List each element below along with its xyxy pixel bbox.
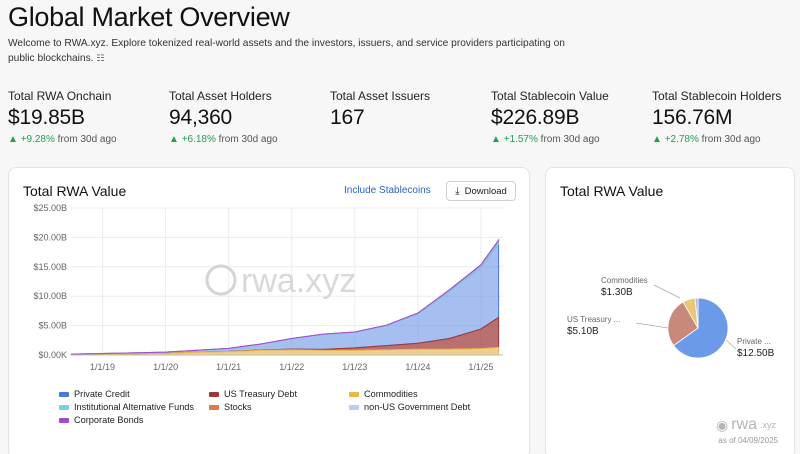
x-tick-label: 1/1/22	[279, 362, 304, 372]
rwa-logo: ◉ rwa .xyz	[716, 416, 776, 434]
legend-label: non-US Government Debt	[364, 402, 471, 412]
legend-swatch	[59, 391, 69, 397]
stat-change: ▲ +9.28% from 30d ago	[8, 134, 117, 145]
stat-change-value: +9.28%	[20, 134, 55, 145]
as-of-date: as of 04/09/2025	[718, 436, 778, 445]
rwa-value-pie-card: Total RWA Value Commodities $1.30B US Tr…	[545, 167, 795, 454]
watermark: rwa.xyz	[241, 262, 356, 300]
stat-change: ▲ +2.78% from 30d ago	[652, 134, 781, 145]
x-tick-label: 1/1/23	[342, 362, 367, 372]
pie-label-commodities: Commodities	[601, 276, 648, 285]
legend-swatch	[349, 391, 359, 397]
stat-change-period: from 30d ago	[218, 134, 278, 145]
stat-change-period: from 30d ago	[540, 134, 600, 145]
stat-total-rwa: Total RWA Onchain $19.85B ▲ +9.28% from …	[8, 89, 117, 145]
legend-item[interactable]: Stocks	[209, 402, 252, 412]
legend-item[interactable]: US Treasury Debt	[209, 389, 297, 399]
stat-change: ▲ +1.57% from 30d ago	[491, 134, 609, 145]
y-tick-label: $15.00B	[33, 262, 67, 272]
rwa-logo-text: rwa	[731, 416, 757, 433]
pie-leader-line	[653, 284, 681, 299]
stat-value: 156.76M	[652, 106, 733, 129]
pie-label-treasury: US Treasury ...	[567, 315, 621, 324]
rwa-value-chart-card: Total RWA Value Include Stablecoins ⤓ Do…	[8, 167, 530, 454]
y-tick-label: $20.00B	[33, 232, 67, 242]
legend-swatch	[59, 417, 69, 423]
x-tick-label: 1/1/19	[90, 362, 115, 372]
download-button[interactable]: ⤓ Download	[446, 181, 516, 201]
stat-change-period: from 30d ago	[57, 134, 117, 145]
legend-label: Commodities	[364, 389, 418, 399]
x-tick-label: 1/1/24	[405, 362, 430, 372]
download-button-label: Download	[464, 185, 507, 197]
stat-stablecoin-value: Total Stablecoin Value $226.89B ▲ +1.57%…	[491, 89, 609, 145]
legend-item[interactable]: non-US Government Debt	[349, 402, 470, 412]
pie-value-private: $12.50B	[737, 348, 775, 359]
area-chart[interactable]: $0.00K $5.00B $10.00B $15.00B $20.00B $25.00B…	[9, 168, 531, 388]
stat-value: $19.85B	[8, 106, 85, 129]
x-tick-label: 1/1/25	[468, 362, 493, 372]
stat-label: Total Stablecoin Holders	[652, 89, 782, 103]
pie-label-private: Private ...	[737, 337, 771, 346]
rwa-logo-icon: ◉	[715, 416, 729, 433]
y-tick-label: $25.00B	[33, 203, 67, 213]
stat-change-value: +6.18%	[181, 134, 216, 145]
stat-change: ▲ +6.18% from 30d ago	[169, 134, 278, 145]
intro-text: Welcome to RWA.xyz. Explore tokenized re…	[8, 37, 568, 66]
pie-leader-line	[725, 339, 737, 350]
stat-value: 167	[330, 106, 365, 129]
y-tick-label: $0.00K	[38, 350, 67, 360]
stat-change-value: +2.78%	[664, 134, 699, 145]
stat-label: Total Asset Issuers	[330, 89, 431, 103]
legend-label: Private Credit	[74, 389, 130, 399]
pie-chart[interactable]	[546, 168, 796, 408]
intro-text-body: Welcome to RWA.xyz. Explore tokenized re…	[8, 38, 565, 64]
x-tick-label: 1/1/20	[153, 362, 178, 372]
stat-label: Total Stablecoin Value	[491, 89, 609, 103]
legend-swatch	[349, 404, 359, 410]
pie-slice[interactable]	[694, 297, 699, 329]
legend-label: Stocks	[224, 402, 252, 412]
x-tick-label: 1/1/21	[216, 362, 241, 372]
legend-item[interactable]: Private Credit	[59, 389, 130, 399]
rwa-logo-suffix: .xyz	[759, 420, 776, 430]
legend-swatch	[209, 391, 219, 397]
stat-value: $226.89B	[491, 106, 580, 129]
legend-label: Corporate Bonds	[74, 415, 144, 425]
y-tick-label: $10.00B	[33, 291, 67, 301]
legend-label: US Treasury Debt	[224, 389, 298, 399]
legend-label: Institutional Alternative Funds	[74, 402, 195, 412]
area-series-corporate-bonds[interactable]	[70, 238, 500, 355]
up-arrow-icon: ▲	[169, 134, 179, 145]
pie-leader-line	[635, 322, 669, 329]
translate-icon[interactable]: ☷	[96, 53, 105, 63]
stat-change-period: from 30d ago	[701, 134, 761, 145]
legend-item[interactable]: Commodities	[349, 389, 418, 399]
page-title: Global Market Overview	[8, 2, 290, 32]
pie-title: Total RWA Value	[560, 183, 664, 199]
up-arrow-icon: ▲	[491, 134, 501, 145]
stat-change-value: +1.57%	[503, 134, 538, 145]
stat-value: 94,360	[169, 106, 233, 129]
pie-value-treasury: $5.10B	[567, 326, 599, 337]
stat-label: Total RWA Onchain	[8, 89, 112, 103]
stat-label: Total Asset Holders	[169, 89, 272, 103]
up-arrow-icon: ▲	[652, 134, 662, 145]
stat-stablecoin-holders: Total Stablecoin Holders 156.76M ▲ +2.78…	[652, 89, 781, 145]
y-tick-label: $5.00B	[38, 321, 67, 331]
include-stablecoins-toggle[interactable]: Include Stablecoins	[344, 185, 431, 196]
legend-item[interactable]: Corporate Bonds	[59, 415, 143, 425]
legend-swatch	[209, 404, 219, 410]
up-arrow-icon: ▲	[8, 134, 18, 145]
legend-item[interactable]: Institutional Alternative Funds	[59, 402, 194, 412]
stat-asset-issuers: Total Asset Issuers 167	[330, 89, 430, 130]
pie-slice[interactable]	[667, 301, 699, 347]
legend-swatch	[59, 404, 69, 410]
chart-title: Total RWA Value	[23, 183, 127, 199]
pie-slice[interactable]	[673, 297, 729, 359]
stat-asset-holders: Total Asset Holders 94,360 ▲ +6.18% from…	[169, 89, 278, 145]
pie-value-commodities: $1.30B	[601, 287, 633, 298]
watermark-icon	[205, 264, 237, 296]
download-icon: ⤓	[455, 185, 460, 197]
